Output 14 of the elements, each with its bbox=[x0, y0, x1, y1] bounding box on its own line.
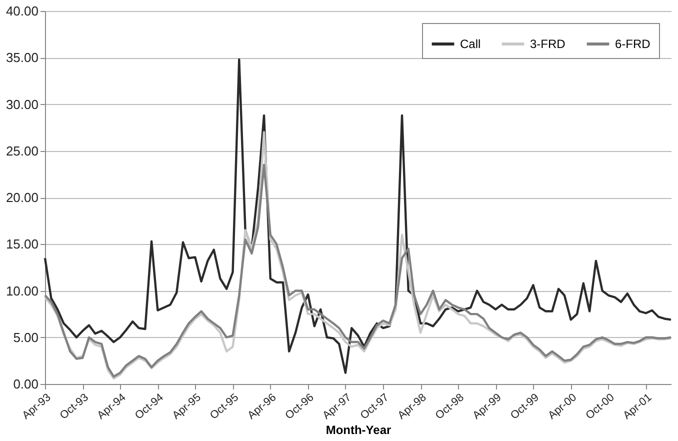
y-tick-label: 30.00 bbox=[6, 96, 38, 112]
y-tick-label: 5.00 bbox=[13, 330, 38, 345]
y-tick-label: 10.00 bbox=[6, 283, 38, 298]
line-series bbox=[44, 58, 672, 374]
legend-label: 3-FRD bbox=[530, 37, 566, 51]
legend-label: 6-FRD bbox=[615, 37, 651, 51]
legend-label: Call bbox=[460, 37, 481, 51]
y-tick-label: 25.00 bbox=[6, 143, 38, 158]
y-tick-label: 35.00 bbox=[6, 50, 38, 66]
y-tick-label: 20.00 bbox=[6, 190, 38, 205]
y-tick-label: 0.00 bbox=[13, 376, 38, 392]
y-tick-label: 15.00 bbox=[6, 236, 38, 252]
x-axis-title: Month-Year bbox=[326, 423, 392, 438]
y-tick-label: 40.00 bbox=[6, 4, 38, 18]
